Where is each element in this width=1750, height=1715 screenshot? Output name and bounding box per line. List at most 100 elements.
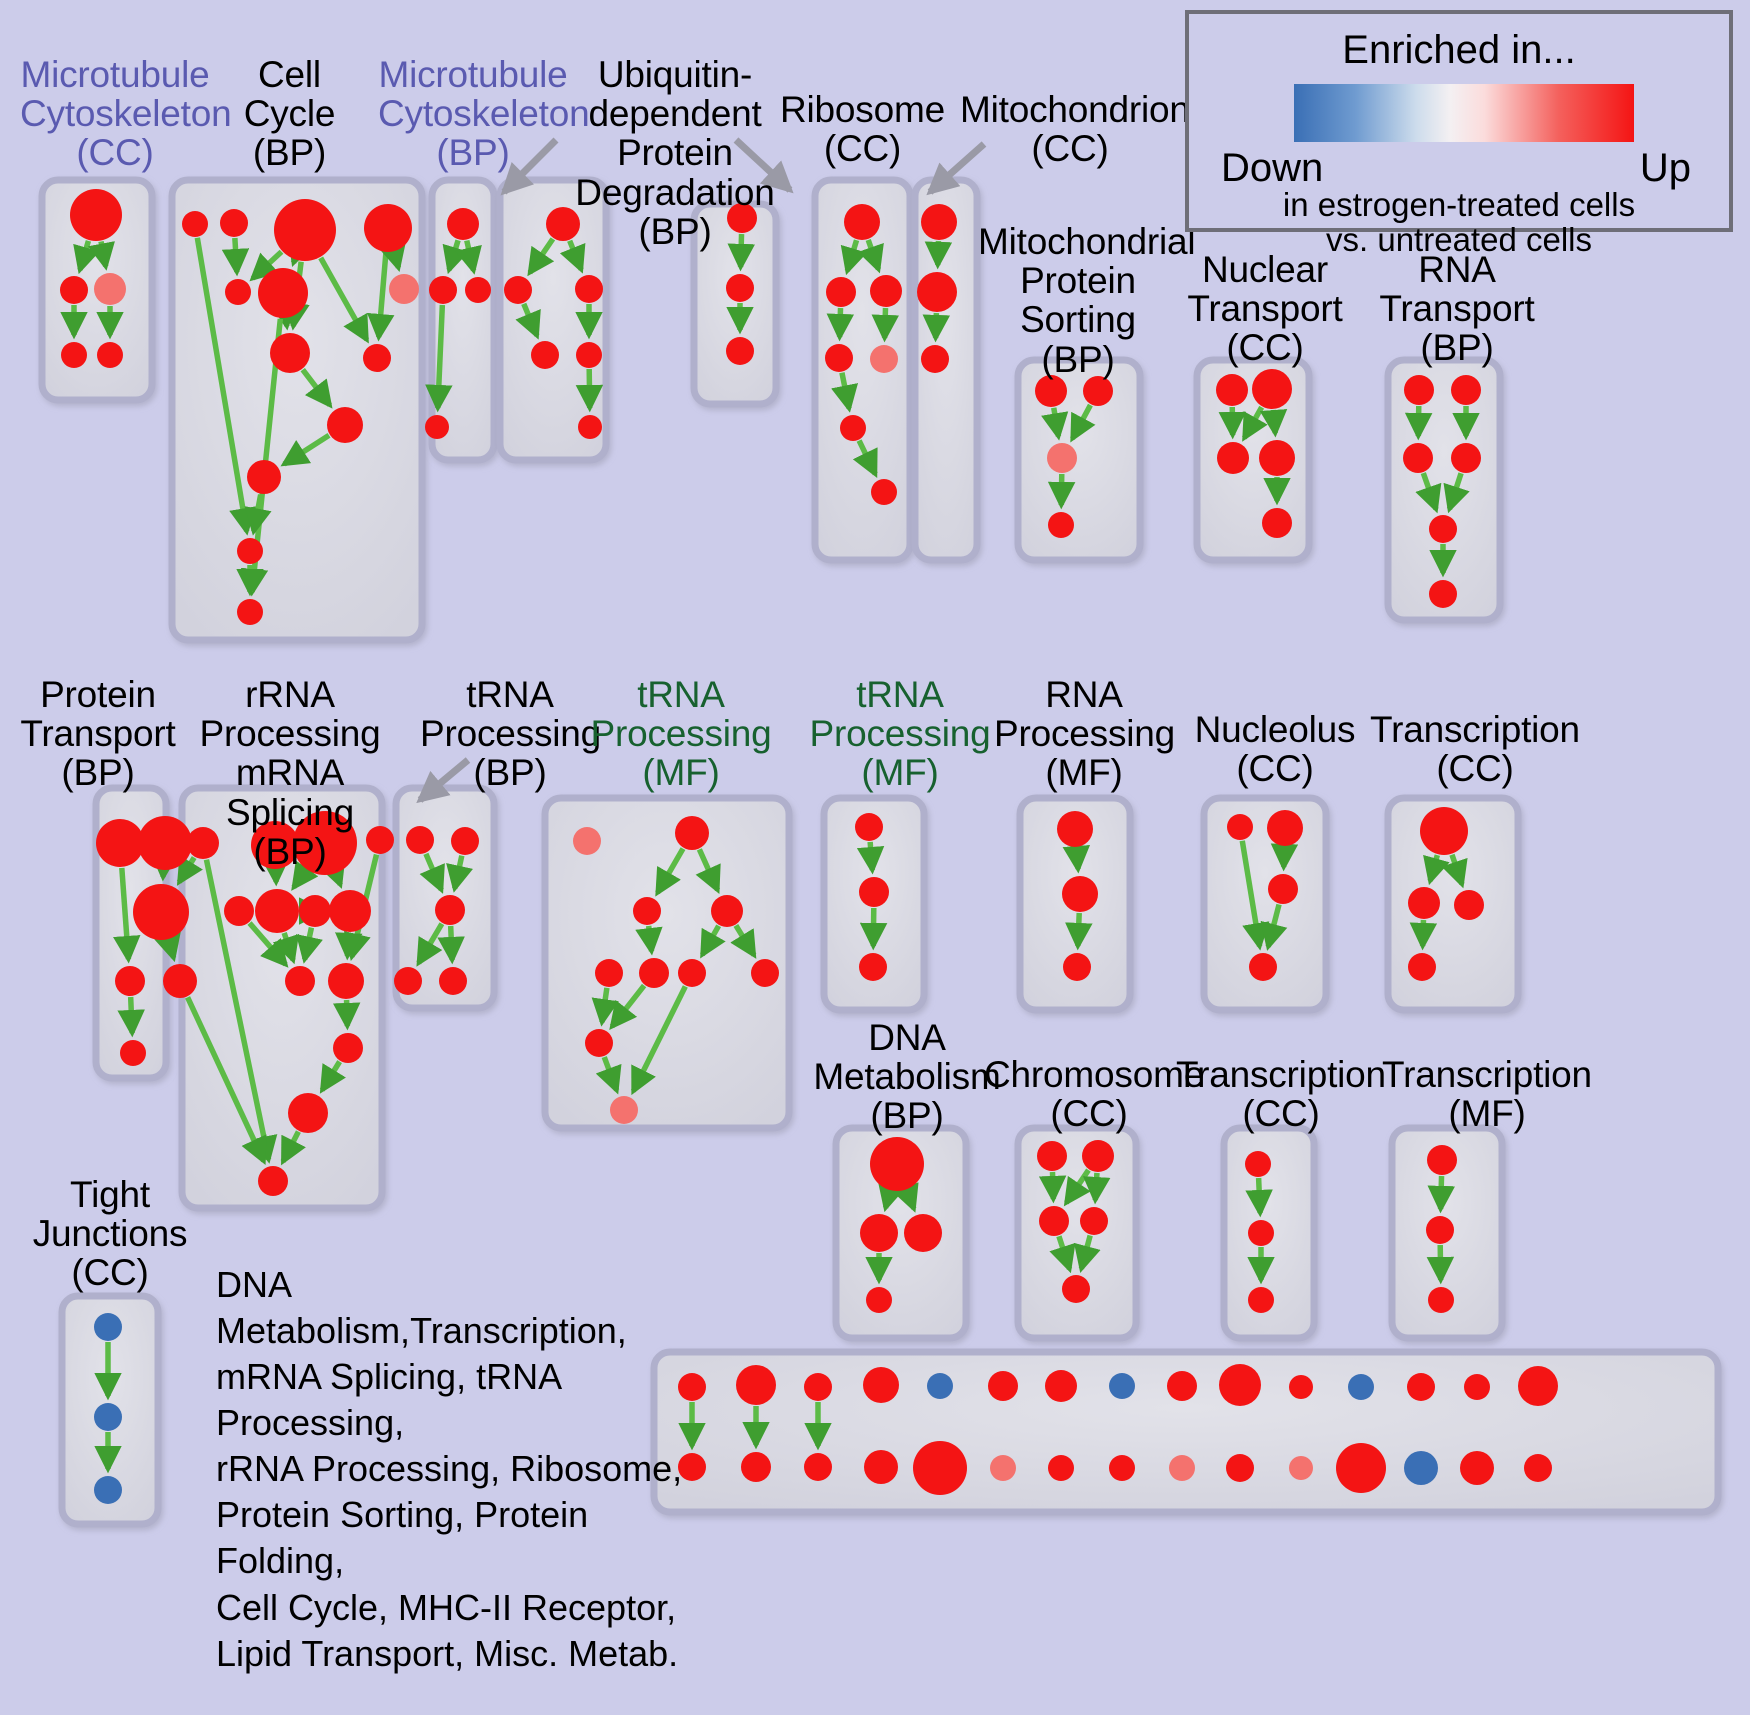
cluster-box-rrna-mrna-splicing-bp [178,784,386,1212]
node-rrna-mrna-splicing-bp-14 [288,1093,328,1133]
cluster-label-protein-transport-bp: Protein Transport (BP) [20,674,176,794]
cluster-box-ribosome-cc [811,176,914,564]
node-mitochondrial-protein-sorting-bp-2 [1047,443,1077,473]
node-ribosome-cc-1 [826,277,856,307]
node-nuclear-transport-cc-2 [1217,442,1249,474]
node-chromosome-cc-1 [1082,1140,1114,1172]
cluster-box-mitochondrial-protein-sorting-bp [1014,356,1144,564]
edge-rrna-mrna-splicing-bp [335,932,363,961]
edge-rrna-mrna-splicing-bp [332,999,361,1031]
node-misc-bottom-9 [1226,1454,1254,1482]
node-protein-transport-bp-1 [115,966,145,996]
node-ubiquitin-protein-degradation-bp-4 [576,342,602,368]
cluster-label-trna-processing-bp: tRNA Processing (BP) [420,674,602,794]
node-microtubule-cytoskeleton-cc-0 [70,189,122,241]
node-microtubule-cytoskeleton-bp-3 [425,415,449,439]
node-mitochondrial-protein-sorting-bp-0 [1035,375,1067,407]
edge-rrna-mrna-splicing-bp [176,855,203,886]
edge-trna-processing-mf-a [699,924,726,959]
node-microtubule-cytoskeleton-bp-0 [447,208,479,240]
cluster-label-nucleolus-cc: Nucleolus (CC) [1194,709,1356,790]
node-misc-bottom-1 [741,1452,771,1482]
node-nucleolus-cc-1 [1267,810,1303,846]
edge-trna-processing-mf-a [630,985,688,1096]
edge-trna-processing-mf-b [859,907,888,951]
node-mitochondrion-cc-1 [917,272,957,312]
node-cell-cycle-bp-1 [220,209,248,237]
node-microtubule-cytoskeleton-cc-4 [97,342,123,368]
node-nuclear-transport-cc-0 [1216,374,1248,406]
edge-chromosome-cc [1073,1234,1101,1273]
node-microtubule-cytoskeleton-cc-1 [60,276,88,304]
node-dna-metabolism-bp-0 [870,1137,924,1191]
node-misc-bottom-4 [913,1441,967,1495]
node-rrna-mrna-splicing-bp-8 [299,895,331,927]
node-nuclear-transport-cc-1 [1252,369,1292,409]
edge-ribosome-cc [857,239,884,274]
pointer-arrow-1 [733,137,794,194]
node-rna-processing-mf-2 [1063,953,1091,981]
edge-rrna-mrna-splicing-bp [203,859,278,1164]
pointer-arrow-0 [500,137,559,196]
cluster-label-transcription-mf: Transcription (MF) [1382,1054,1592,1135]
node-misc-top-3 [863,1367,899,1403]
node-ubiquitin-protein-degradation-bp-0 [546,207,580,241]
node-transcription-cc-upper-0 [1420,807,1468,855]
node-ubiquitin-chain-2 [726,337,754,365]
misc-cluster-text: DNA Metabolism,Transcription, mRNA Splic… [216,1264,683,1674]
node-protein-transport-bp-2 [120,1040,146,1066]
pointer-arrow-2 [926,141,987,196]
node-transcription-mf-0 [1427,1145,1457,1175]
edge-rrna-mrna-splicing-bp [291,860,319,891]
edge-microtubule-cytoskeleton-bp [425,304,453,413]
node-ribosome-cc-3 [825,344,853,372]
edge-trna-processing-mf-a [595,1056,622,1095]
edge-nuclear-transport-cc [1259,409,1288,438]
edge-microtubule-cytoskeleton-cc [87,241,115,271]
node-misc-top-7 [1109,1373,1135,1399]
node-rna-processing-mf-1 [1062,876,1098,912]
node-trna-processing-bp-0 [406,826,434,854]
edge-ribosome-cc [840,239,868,276]
cluster-box-ubiquitin-chain [690,200,780,408]
cluster-label-dna-metabolism-bp: DNA Metabolism (BP) [813,1017,1001,1137]
node-trna-processing-bp-1 [451,827,479,855]
node-cell-cycle-bp-2 [274,199,336,261]
edge-cell-cycle-bp [221,237,250,277]
cluster-label-chromosome-cc: Chromosome (CC) [984,1054,1205,1135]
edge-ubiquitin-protein-degradation-bp [527,237,556,277]
edge-mitochondrion-cc [924,240,953,270]
edge-cell-cycle-bp [318,256,370,344]
node-ribosome-cc-2 [870,275,902,307]
edge-trna-processing-bp [419,852,445,894]
edge-cell-cycle-bp [270,301,298,331]
edge-nuclear-transport-cc [1241,405,1268,442]
node-misc-bottom-11 [1336,1443,1386,1493]
edge-rrna-mrna-splicing-bp [319,1060,346,1094]
node-nuclear-transport-cc-3 [1259,440,1295,476]
edge-protein-transport-bp [113,867,141,964]
node-ribosome-cc-0 [844,204,880,240]
node-misc-top-4 [927,1373,953,1399]
node-cell-cycle-bp-0 [182,211,208,237]
cluster-box-chromosome-cc [1014,1124,1140,1342]
edge-transcription-cc-upper [1423,854,1450,886]
edge-mitochondrion-cc [922,312,951,343]
node-trna-processing-mf-a-8 [585,1029,613,1057]
node-transcription-cc-lower-1 [1248,1220,1274,1246]
edge-cell-cycle-bp [379,241,406,272]
node-dna-metabolism-bp-3 [866,1287,892,1313]
edge-rrna-mrna-splicing-bp [280,1130,306,1166]
edge-transcription-cc-lower [1245,1177,1273,1218]
node-rna-transport-bp-3 [1451,443,1481,473]
node-rna-transport-bp-1 [1451,375,1481,405]
cluster-label-mitochondrial-protein-sorting-bp: Mitochondrial Protein Sorting (BP) [978,221,1196,380]
edge-trna-processing-mf-a [591,987,619,1027]
edge-rna-transport-bp [1415,472,1442,514]
node-rrna-mrna-splicing-bp-13 [333,1033,363,1063]
edge-nucleolus-cc [1270,843,1299,872]
cluster-label-transcription-cc-upper: Transcription (CC) [1370,709,1580,790]
node-rrna-mrna-splicing-bp-4 [366,826,394,854]
edge-ubiquitin-protein-degradation-bp [559,239,586,274]
